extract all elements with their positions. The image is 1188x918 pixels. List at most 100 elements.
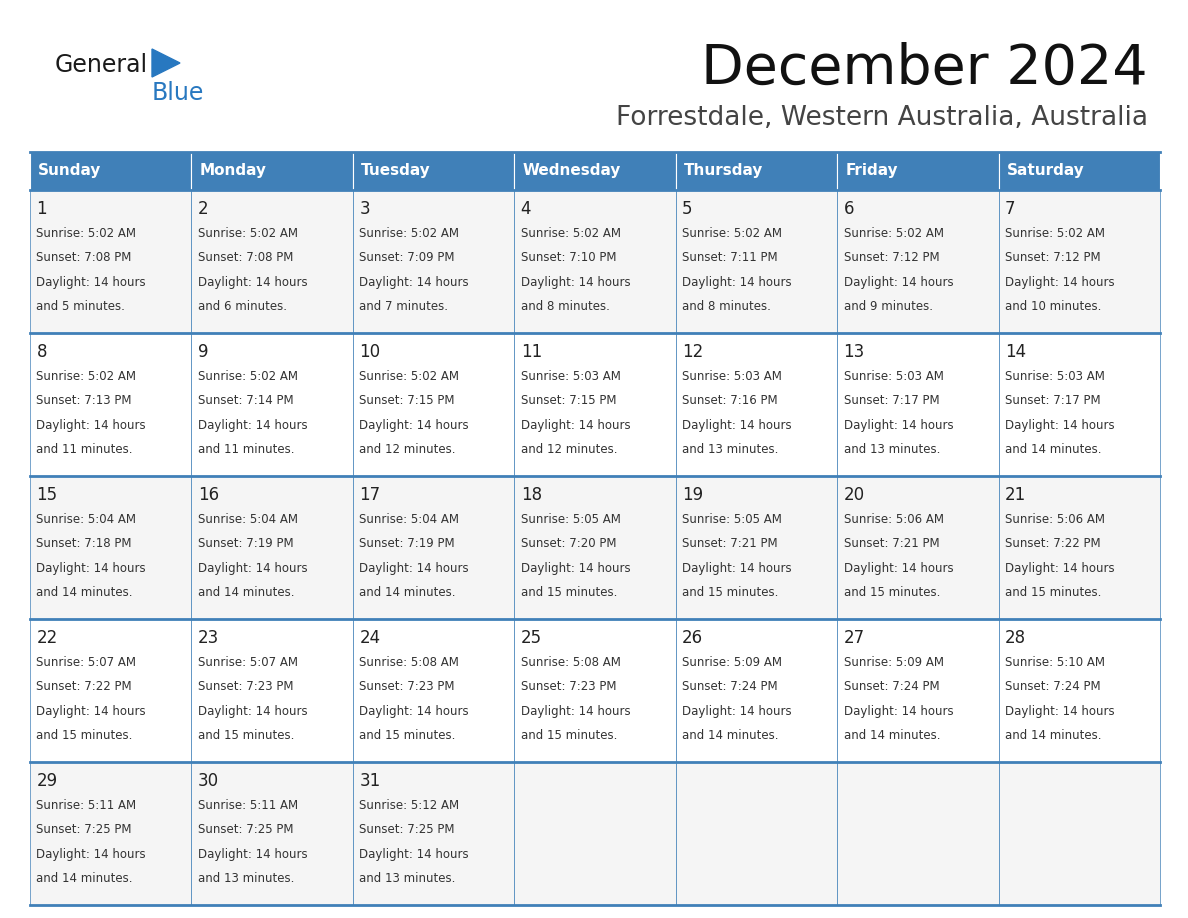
Text: 23: 23	[198, 629, 219, 647]
Text: Sunset: 7:22 PM: Sunset: 7:22 PM	[1005, 538, 1100, 551]
Bar	[999, 762, 1159, 905]
Text: Sunrise: 5:02 AM: Sunrise: 5:02 AM	[37, 227, 137, 241]
Text: 12: 12	[682, 343, 703, 361]
Text: Sunday: Sunday	[38, 163, 101, 178]
Text: 28: 28	[1005, 629, 1026, 647]
Text: Sunset: 7:12 PM: Sunset: 7:12 PM	[843, 252, 940, 264]
Text: and 13 minutes.: and 13 minutes.	[682, 443, 778, 456]
Text: Daylight: 14 hours: Daylight: 14 hours	[37, 705, 146, 718]
Bar	[30, 190, 191, 333]
Text: Sunrise: 5:02 AM: Sunrise: 5:02 AM	[359, 227, 460, 241]
Bar	[353, 619, 514, 762]
Text: Sunset: 7:14 PM: Sunset: 7:14 PM	[198, 395, 293, 408]
Bar	[30, 476, 191, 619]
Text: and 15 minutes.: and 15 minutes.	[843, 586, 940, 599]
Text: Sunset: 7:16 PM: Sunset: 7:16 PM	[682, 395, 778, 408]
Text: 21: 21	[1005, 486, 1026, 504]
Text: Sunset: 7:11 PM: Sunset: 7:11 PM	[682, 252, 778, 264]
Text: Sunset: 7:23 PM: Sunset: 7:23 PM	[359, 680, 455, 693]
Text: 29: 29	[37, 772, 57, 790]
Text: 3: 3	[359, 200, 369, 218]
Text: Sunset: 7:10 PM: Sunset: 7:10 PM	[520, 252, 617, 264]
Text: Sunrise: 5:09 AM: Sunrise: 5:09 AM	[843, 656, 943, 669]
Bar	[30, 619, 191, 762]
Text: 15: 15	[37, 486, 57, 504]
Text: Daylight: 14 hours: Daylight: 14 hours	[520, 562, 631, 575]
Text: Sunset: 7:24 PM: Sunset: 7:24 PM	[1005, 680, 1100, 693]
Text: Sunrise: 5:04 AM: Sunrise: 5:04 AM	[198, 513, 298, 526]
Bar	[838, 333, 999, 476]
Text: Sunrise: 5:12 AM: Sunrise: 5:12 AM	[359, 800, 460, 812]
Text: 4: 4	[520, 200, 531, 218]
Polygon shape	[152, 49, 181, 77]
Text: and 11 minutes.: and 11 minutes.	[37, 443, 133, 456]
Text: 25: 25	[520, 629, 542, 647]
Text: Daylight: 14 hours: Daylight: 14 hours	[37, 419, 146, 431]
Bar	[514, 619, 676, 762]
Bar	[30, 762, 191, 905]
Text: Daylight: 14 hours: Daylight: 14 hours	[198, 275, 308, 289]
Text: Friday: Friday	[845, 163, 898, 178]
Bar	[191, 333, 353, 476]
Text: 11: 11	[520, 343, 542, 361]
Text: and 15 minutes.: and 15 minutes.	[520, 586, 617, 599]
Text: and 14 minutes.: and 14 minutes.	[1005, 443, 1101, 456]
Text: Sunrise: 5:03 AM: Sunrise: 5:03 AM	[520, 370, 620, 383]
Text: Sunset: 7:17 PM: Sunset: 7:17 PM	[1005, 395, 1100, 408]
Text: and 15 minutes.: and 15 minutes.	[198, 729, 295, 742]
Text: Sunrise: 5:06 AM: Sunrise: 5:06 AM	[843, 513, 943, 526]
Text: and 10 minutes.: and 10 minutes.	[1005, 300, 1101, 313]
Text: Sunset: 7:23 PM: Sunset: 7:23 PM	[198, 680, 293, 693]
Text: and 15 minutes.: and 15 minutes.	[1005, 586, 1101, 599]
Text: Sunrise: 5:06 AM: Sunrise: 5:06 AM	[1005, 513, 1105, 526]
Text: and 9 minutes.: and 9 minutes.	[843, 300, 933, 313]
Text: 20: 20	[843, 486, 865, 504]
Text: Sunrise: 5:08 AM: Sunrise: 5:08 AM	[359, 656, 460, 669]
Text: Sunrise: 5:08 AM: Sunrise: 5:08 AM	[520, 656, 620, 669]
Text: December 2024: December 2024	[701, 42, 1148, 96]
Text: Sunrise: 5:11 AM: Sunrise: 5:11 AM	[37, 800, 137, 812]
Bar	[353, 333, 514, 476]
Text: 16: 16	[198, 486, 219, 504]
Text: and 11 minutes.: and 11 minutes.	[198, 443, 295, 456]
Text: and 12 minutes.: and 12 minutes.	[359, 443, 456, 456]
Text: Daylight: 14 hours: Daylight: 14 hours	[843, 705, 953, 718]
Text: Daylight: 14 hours: Daylight: 14 hours	[198, 562, 308, 575]
Text: and 15 minutes.: and 15 minutes.	[37, 729, 133, 742]
Text: Sunset: 7:13 PM: Sunset: 7:13 PM	[37, 395, 132, 408]
Text: Daylight: 14 hours: Daylight: 14 hours	[520, 275, 631, 289]
Text: Sunrise: 5:02 AM: Sunrise: 5:02 AM	[682, 227, 782, 241]
Text: Sunrise: 5:03 AM: Sunrise: 5:03 AM	[1005, 370, 1105, 383]
Bar	[191, 190, 353, 333]
Text: Sunset: 7:25 PM: Sunset: 7:25 PM	[198, 823, 293, 836]
Text: Daylight: 14 hours: Daylight: 14 hours	[520, 419, 631, 431]
Text: Daylight: 14 hours: Daylight: 14 hours	[843, 562, 953, 575]
Text: Sunset: 7:25 PM: Sunset: 7:25 PM	[37, 823, 132, 836]
Text: Sunrise: 5:05 AM: Sunrise: 5:05 AM	[682, 513, 782, 526]
Text: Daylight: 14 hours: Daylight: 14 hours	[1005, 419, 1114, 431]
Text: Sunrise: 5:02 AM: Sunrise: 5:02 AM	[359, 370, 460, 383]
Text: Sunrise: 5:02 AM: Sunrise: 5:02 AM	[37, 370, 137, 383]
Text: Sunrise: 5:03 AM: Sunrise: 5:03 AM	[682, 370, 782, 383]
Text: Sunset: 7:21 PM: Sunset: 7:21 PM	[843, 538, 940, 551]
Bar	[676, 762, 838, 905]
Text: Sunrise: 5:11 AM: Sunrise: 5:11 AM	[198, 800, 298, 812]
Text: and 15 minutes.: and 15 minutes.	[682, 586, 778, 599]
Text: Sunrise: 5:07 AM: Sunrise: 5:07 AM	[37, 656, 137, 669]
Bar	[676, 190, 838, 333]
Text: 18: 18	[520, 486, 542, 504]
Bar	[999, 190, 1159, 333]
Text: 17: 17	[359, 486, 380, 504]
Text: and 14 minutes.: and 14 minutes.	[198, 586, 295, 599]
Text: Daylight: 14 hours: Daylight: 14 hours	[682, 562, 791, 575]
Text: Sunset: 7:19 PM: Sunset: 7:19 PM	[359, 538, 455, 551]
Text: Tuesday: Tuesday	[361, 163, 431, 178]
Bar	[999, 152, 1159, 190]
Text: Forrestdale, Western Australia, Australia: Forrestdale, Western Australia, Australi…	[617, 105, 1148, 131]
Text: Wednesday: Wednesday	[523, 163, 621, 178]
Bar	[676, 619, 838, 762]
Text: Sunset: 7:23 PM: Sunset: 7:23 PM	[520, 680, 617, 693]
Bar	[999, 619, 1159, 762]
Text: and 14 minutes.: and 14 minutes.	[359, 586, 456, 599]
Text: Monday: Monday	[200, 163, 266, 178]
